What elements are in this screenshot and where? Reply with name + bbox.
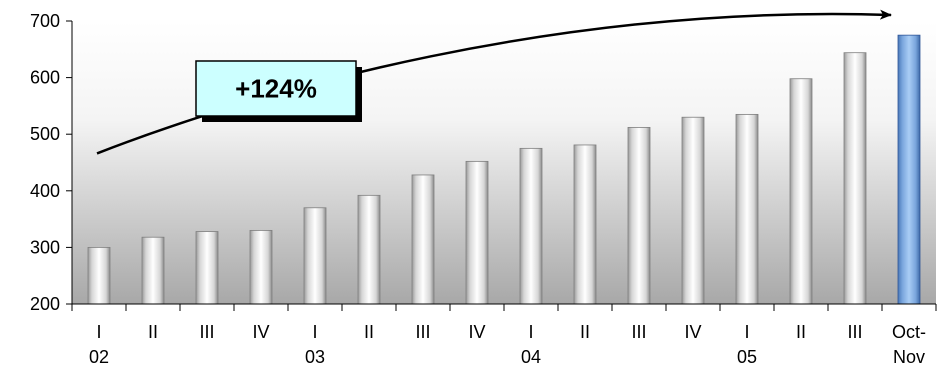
- x-group-label: 02: [89, 347, 109, 367]
- bar: [87, 246, 111, 305]
- y-axis: 200 300 400 500 600 700: [30, 11, 73, 314]
- bar: [573, 144, 597, 305]
- bar: [627, 127, 651, 305]
- x-group-label: 04: [521, 347, 541, 367]
- bar: [411, 174, 435, 305]
- x-tick-label: Oct-Nov: [892, 322, 926, 367]
- bar: [465, 160, 489, 305]
- x-tick-label: II: [796, 322, 806, 342]
- x-tick-label: I: [312, 322, 317, 342]
- y-tick-label: 200: [30, 294, 60, 314]
- x-tick-label: IV: [252, 322, 269, 342]
- x-tick-label: III: [199, 322, 214, 342]
- bar: [519, 147, 543, 305]
- x-tick-label: I: [96, 322, 101, 342]
- x-tick-label: I: [744, 322, 749, 342]
- bar: [303, 207, 327, 305]
- growth-annotation: +124%: [96, 9, 892, 155]
- y-tick-label: 500: [30, 124, 60, 144]
- x-tick-label: III: [631, 322, 646, 342]
- growth-arrow: [96, 9, 892, 155]
- bar: [681, 116, 705, 305]
- x-tick-label: IV: [468, 322, 485, 342]
- bar: [843, 52, 867, 305]
- bar: [141, 236, 165, 305]
- bar-highlight: [897, 34, 921, 305]
- bar: [357, 194, 381, 305]
- x-tick-label: II: [148, 322, 158, 342]
- y-tick-label: 600: [30, 68, 60, 88]
- bar: [735, 113, 759, 305]
- y-tick-label: 700: [30, 11, 60, 31]
- x-tick-label: II: [364, 322, 374, 342]
- x-group-label: 05: [737, 347, 757, 367]
- bar: [249, 230, 273, 305]
- x-tick-label: III: [847, 322, 862, 342]
- x-tick-label: I: [528, 322, 533, 342]
- x-group-label: 03: [305, 347, 325, 367]
- bars: [87, 34, 921, 305]
- x-tick-label: II: [580, 322, 590, 342]
- bar: [195, 231, 219, 305]
- y-tick-label: 300: [30, 237, 60, 257]
- callout-box: [195, 60, 357, 117]
- x-tick-label: IV: [684, 322, 701, 342]
- bar: [789, 78, 813, 305]
- callout-label: +124%: [235, 74, 317, 104]
- y-tick-label: 400: [30, 181, 60, 201]
- x-tick-label: III: [415, 322, 430, 342]
